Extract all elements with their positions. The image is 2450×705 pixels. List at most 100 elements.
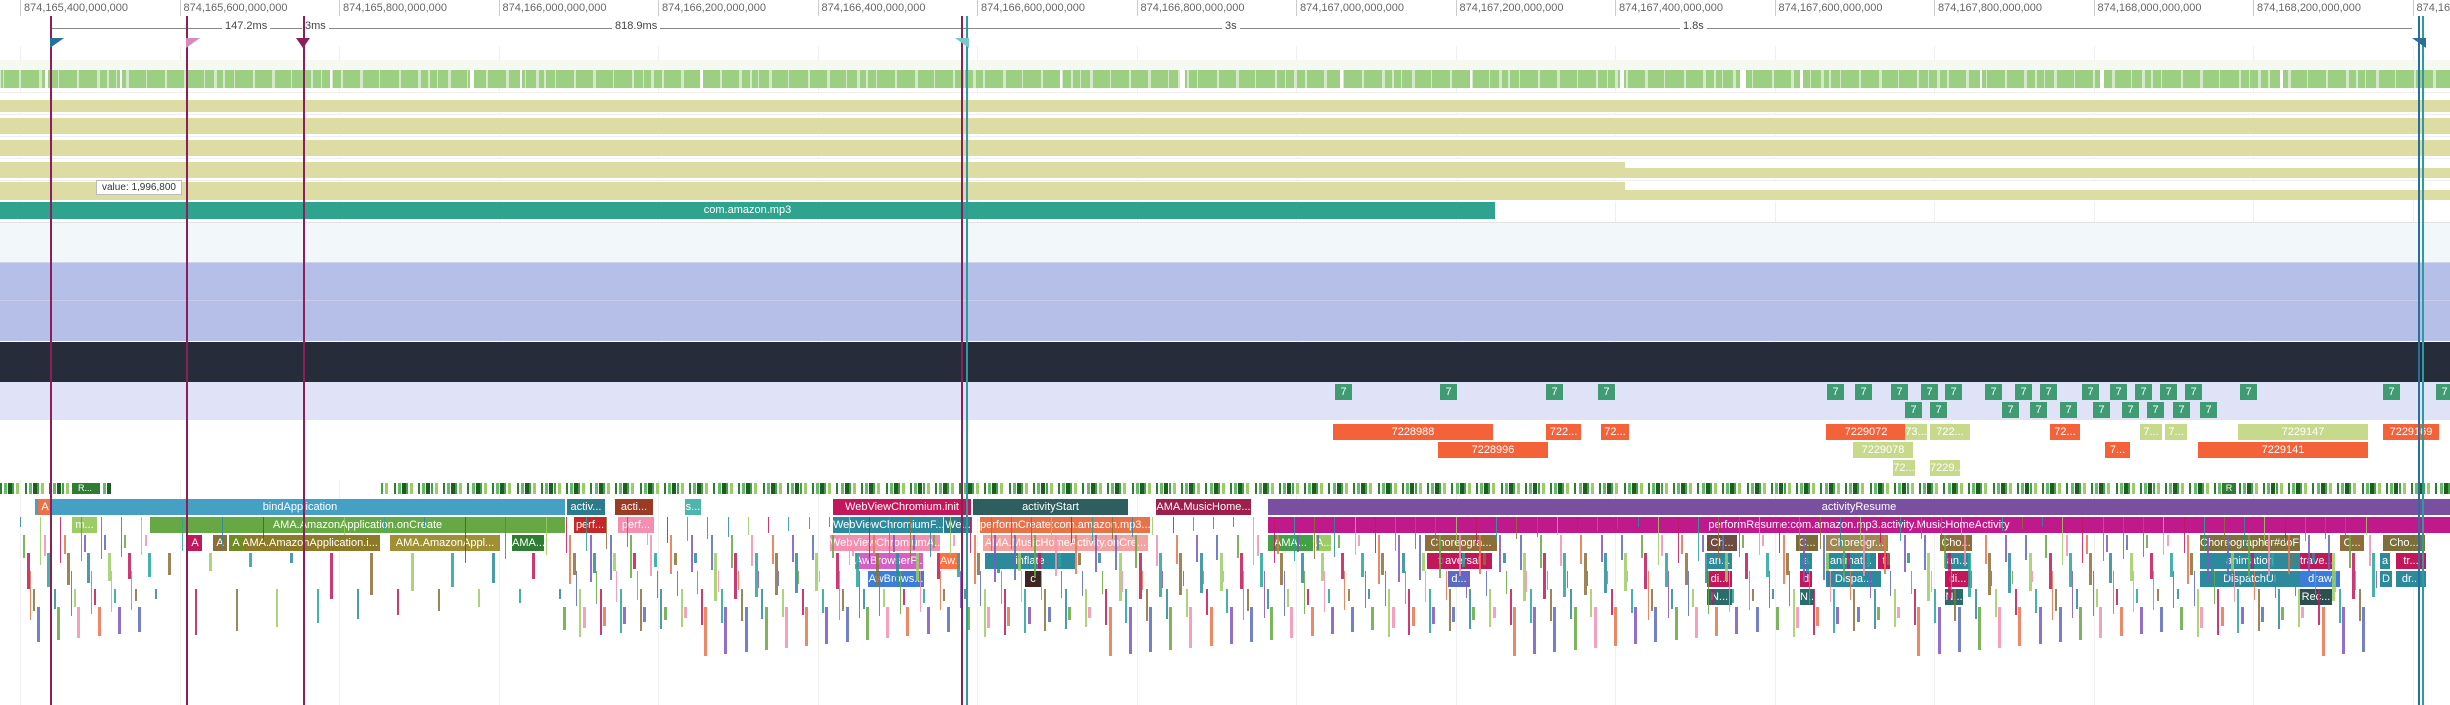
slice[interactable]: DispatchUI [2200, 571, 2300, 587]
slice[interactable]: an... [1707, 553, 1732, 569]
thread-badge[interactable]: 7 [2122, 402, 2139, 418]
thread-badge[interactable]: 7 [1930, 402, 1947, 418]
thread-badge[interactable]: 7 [1855, 384, 1872, 400]
thread-badge[interactable]: 7 [2173, 402, 2190, 418]
id-slice[interactable]: 7229147 [2238, 424, 2368, 440]
slice[interactable]: s... [685, 499, 701, 515]
id-slice[interactable]: 7... [2140, 424, 2162, 440]
slice[interactable]: d... [1448, 571, 1470, 587]
slice[interactable]: Rec... [2300, 589, 2332, 605]
thread-badge[interactable]: 7 [2040, 384, 2057, 400]
thread-badge[interactable]: 7 [1891, 384, 1908, 400]
thread-badge[interactable]: 7 [1440, 384, 1457, 400]
id-slice[interactable]: 72... [1601, 424, 1629, 440]
slice[interactable]: Dispa... [1826, 571, 1881, 587]
thread-badge[interactable]: 7 [1335, 384, 1352, 400]
thread-badge[interactable]: 7 [2160, 384, 2177, 400]
slice[interactable]: WebViewChromiumF... [833, 517, 943, 533]
slice[interactable]: c [1025, 571, 1041, 587]
thread-badge[interactable]: 7 [1945, 384, 1962, 400]
id-slice[interactable]: 7229... [1930, 460, 1960, 476]
cpu-track-1[interactable] [0, 262, 2450, 301]
thread-badge[interactable]: 7 [1598, 384, 1615, 400]
marker-1[interactable] [50, 16, 52, 705]
thread-badge[interactable]: 7 [1921, 384, 1938, 400]
flag-icon-2[interactable] [186, 38, 200, 48]
thread-badge[interactable]: 7 [2383, 384, 2400, 400]
slice[interactable]: A [229, 535, 243, 551]
id-slice[interactable]: 7228996 [1438, 442, 1548, 458]
id-slice[interactable]: 7229141 [2198, 442, 2368, 458]
slice[interactable]: A [38, 499, 52, 515]
id-slice[interactable]: 7229169 [2383, 424, 2439, 440]
slice[interactable]: AMA... [512, 535, 544, 551]
id-slice[interactable]: 72... [2050, 424, 2080, 440]
id-slice[interactable]: 7229078 [1853, 442, 1913, 458]
slice[interactable]: AMA.AmazonApplication.i... [240, 535, 380, 551]
thread-badge[interactable]: 7 [2185, 384, 2202, 400]
marker-5[interactable] [966, 16, 968, 705]
marker-6[interactable] [2418, 16, 2420, 705]
webview-init-slice[interactable]: WebViewChromium.init [833, 499, 971, 515]
thread-badge[interactable]: 7 [2002, 402, 2019, 418]
thread-state-track[interactable] [0, 222, 2450, 263]
slice[interactable]: AMA.MusicHome... [1156, 499, 1251, 515]
thread-badge[interactable]: 7 [2147, 402, 2164, 418]
id-slice[interactable]: 722... [1546, 424, 1581, 440]
slice[interactable]: A... [1316, 535, 1331, 551]
marker-2[interactable] [186, 16, 188, 705]
thread-badge[interactable]: 7 [1546, 384, 1563, 400]
slice[interactable]: AwBrows... [868, 571, 924, 587]
slice[interactable]: AMA.AmazonAppl... [390, 535, 500, 551]
slice[interactable]: A [213, 535, 227, 551]
process-slice[interactable]: com.amazon.mp3 [0, 202, 1495, 219]
slice[interactable]: AMA.AmazonApplication.onCreate [150, 517, 565, 533]
inflate-slice[interactable]: inflate [985, 553, 1075, 569]
slice[interactable]: Aw... [940, 553, 960, 569]
marker-7[interactable] [2422, 16, 2424, 705]
slice[interactable]: WebViewChromiumA... [830, 535, 940, 551]
slice[interactable]: m... [72, 517, 97, 533]
id-slice[interactable]: 7... [2105, 442, 2130, 458]
thread-badge[interactable]: 7 [2060, 402, 2077, 418]
bindapplication-slice[interactable]: bindApplication [35, 499, 565, 515]
cpu-track-2[interactable] [0, 300, 2450, 341]
flag-icon-5[interactable] [2412, 38, 2426, 48]
thread-badge[interactable]: 7 [1905, 402, 1922, 418]
thread-badge[interactable]: 7 [2015, 384, 2032, 400]
slice[interactable]: performCreate:com.amazon.mp3... [980, 517, 1150, 533]
slice[interactable]: D [2380, 571, 2392, 587]
activitystart-slice[interactable]: activityStart [973, 499, 1128, 515]
slice[interactable]: Choreographer#doFrame 7... [2200, 535, 2300, 551]
slice[interactable]: perf... [574, 517, 606, 533]
thread-badge[interactable]: 7 [2240, 384, 2257, 400]
marker-3[interactable] [303, 16, 305, 705]
slice[interactable]: AwBrowserP... [855, 553, 923, 569]
thread-badge[interactable]: 7 [2135, 384, 2152, 400]
thread-badge[interactable]: 7 [2030, 402, 2047, 418]
flag-icon-1[interactable] [50, 38, 64, 48]
slice[interactable]: trave... [2300, 553, 2332, 569]
slice[interactable]: a [2380, 553, 2390, 569]
slice[interactable]: AMA... [1268, 535, 1313, 551]
flag-icon-4[interactable] [955, 38, 969, 48]
slice[interactable]: Choreogr... [1826, 535, 1888, 551]
slice[interactable]: Cho... [2383, 535, 2425, 551]
id-slice[interactable]: 73... [1905, 424, 1927, 440]
id-slice[interactable]: 7... [2165, 424, 2187, 440]
slice[interactable]: activ... [567, 499, 605, 515]
thread-badge[interactable]: 7 [1985, 384, 2002, 400]
id-slice[interactable]: 7229072 [1826, 424, 1906, 440]
thread-badge[interactable]: 7 [2200, 402, 2217, 418]
activityresume-slice[interactable]: activityResume [1268, 499, 2450, 515]
flag-icon-3[interactable] [296, 38, 310, 48]
thread-badge[interactable]: 7 [1827, 384, 1844, 400]
marker-4[interactable] [961, 16, 963, 705]
slice[interactable]: Cho... [1940, 535, 1972, 551]
thread-badge[interactable]: 7 [2093, 402, 2110, 418]
thread-badge[interactable]: 7 [2082, 384, 2099, 400]
id-slice[interactable]: 7228988 [1333, 424, 1493, 440]
id-slice[interactable]: 72... [1893, 460, 1915, 476]
id-slice[interactable]: 722... [1930, 424, 1970, 440]
slice[interactable]: an... [1945, 553, 1970, 569]
